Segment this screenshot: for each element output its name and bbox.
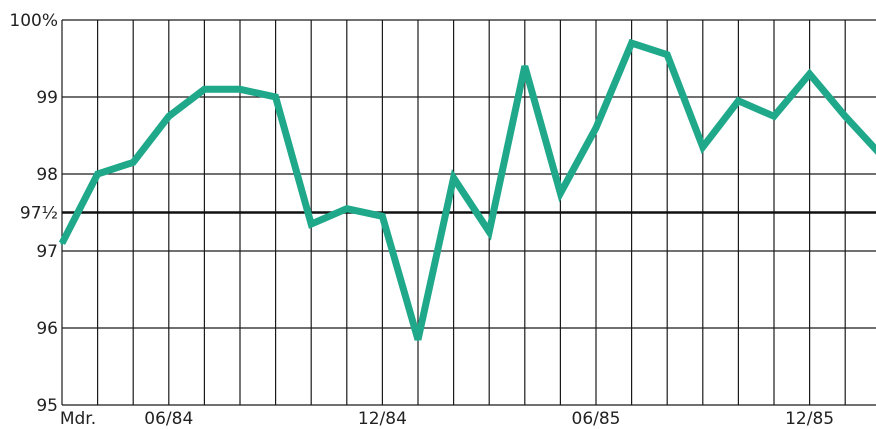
x-axis-tick-labels: Mdr. 06/84 12/84 06/85 12/85 <box>60 409 834 429</box>
data-point <box>772 114 776 118</box>
data-point <box>238 87 242 91</box>
data-point <box>630 41 634 45</box>
data-point <box>523 64 527 68</box>
x-tick-label: Mdr. <box>60 409 96 429</box>
data-point <box>96 172 100 176</box>
x-tick-label: 06/85 <box>572 409 621 429</box>
data-point <box>345 207 349 211</box>
data-point <box>131 160 135 164</box>
data-point <box>558 191 562 195</box>
data-point <box>416 338 420 342</box>
x-tick-label: 12/85 <box>785 409 834 429</box>
x-tick-label: 12/84 <box>358 409 407 429</box>
data-point <box>309 222 313 226</box>
y-tick-label: 100% <box>9 11 58 31</box>
y-tick-label: 97½ <box>20 204 58 224</box>
y-tick-label: 99 <box>36 88 58 108</box>
data-point <box>202 87 206 91</box>
y-tick-label: 95 <box>36 396 58 416</box>
data-point <box>843 114 847 118</box>
x-tick-label: 06/84 <box>144 409 193 429</box>
data-point <box>665 53 669 57</box>
data-point <box>736 99 740 103</box>
data-point <box>60 241 64 245</box>
y-tick-label: 96 <box>36 319 58 339</box>
data-point <box>487 230 491 234</box>
y-axis-tick-labels: 100% 99 98 97½ 97 96 95 <box>9 11 58 416</box>
y-tick-label: 97 <box>36 242 58 262</box>
data-point <box>808 72 812 76</box>
data-point <box>274 95 278 99</box>
data-point <box>594 126 598 130</box>
data-point <box>701 145 705 149</box>
data-point <box>452 176 456 180</box>
series-line <box>58 38 876 341</box>
data-point <box>380 214 384 218</box>
y-tick-label: 98 <box>36 165 58 185</box>
series-group <box>58 38 876 342</box>
data-point <box>167 114 171 118</box>
